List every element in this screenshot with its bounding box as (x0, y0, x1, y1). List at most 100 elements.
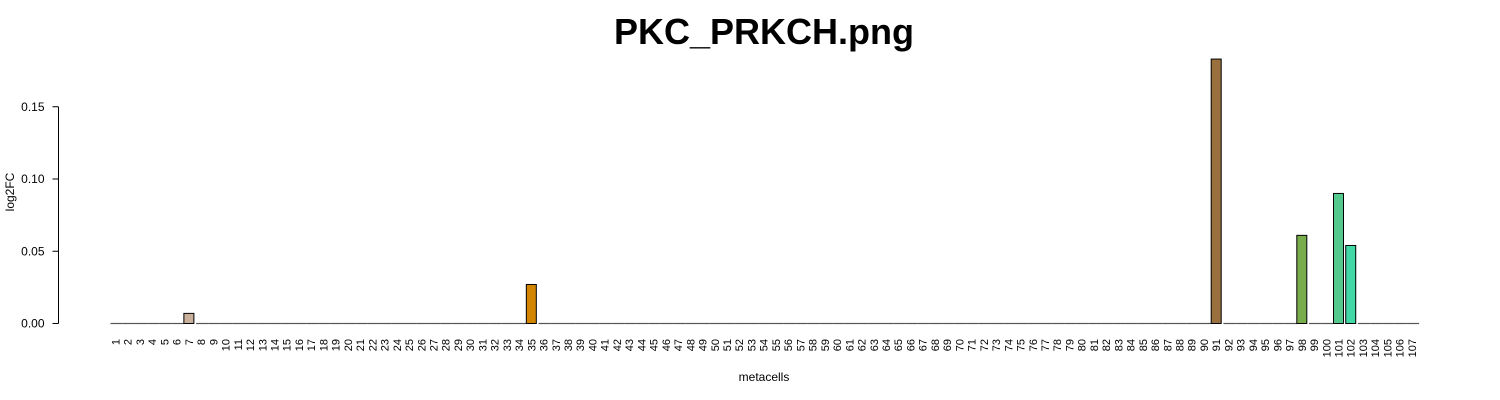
x-tick-label: 27 (428, 339, 440, 351)
x-tick-label: 41 (600, 339, 612, 351)
x-tick-label: 104 (1370, 339, 1382, 357)
x-tick-label: 44 (636, 339, 648, 351)
x-tick-label: 67 (918, 339, 930, 351)
x-tick-label: 73 (991, 339, 1003, 351)
x-tick-label: 36 (539, 339, 551, 351)
x-tick-label: 31 (477, 339, 489, 351)
x-tick-label: 64 (881, 339, 893, 351)
y-tick-label: 0.05 (21, 244, 45, 258)
x-tick-label: 21 (355, 339, 367, 351)
x-tick-label: 69 (942, 339, 954, 351)
bars (110, 58, 1420, 325)
x-tick-label: 2 (123, 339, 135, 345)
x-tick-label: 22 (367, 339, 379, 351)
x-tick-label: 8 (196, 339, 208, 345)
x-tick-label: 18 (318, 339, 330, 351)
x-tick-label: 106 (1395, 339, 1407, 357)
x-tick-label: 6 (172, 339, 184, 345)
x-tick-label: 45 (649, 339, 661, 351)
x-tick-label: 102 (1346, 339, 1358, 357)
x-tick-label: 3 (135, 339, 147, 345)
x-tick-label: 65 (893, 339, 905, 351)
x-tick-label: 68 (930, 339, 942, 351)
x-tick-label: 17 (306, 339, 318, 351)
x-tick-label: 23 (380, 339, 392, 351)
x-tick-label: 33 (502, 339, 514, 351)
x-tick-label: 59 (820, 339, 832, 351)
x-tick-label: 48 (685, 339, 697, 351)
x-tick-label: 89 (1187, 339, 1199, 351)
x-tick-label: 15 (282, 339, 294, 351)
x-tick-label: 74 (1003, 339, 1015, 351)
x-tick-label: 55 (771, 339, 783, 351)
x-tick-label: 95 (1260, 339, 1272, 351)
x-tick-label: 56 (783, 339, 795, 351)
x-tick-label: 20 (343, 339, 355, 351)
x-tick-label: 79 (1064, 339, 1076, 351)
x-tick-label: 26 (416, 339, 428, 351)
x-tick-label: 97 (1285, 339, 1297, 351)
x-tick-label: 47 (673, 339, 685, 351)
x-tick-label: 90 (1199, 339, 1211, 351)
x-tick-label: 42 (612, 339, 624, 351)
x-tick-label: 72 (979, 339, 991, 351)
bar (1333, 192, 1344, 324)
x-tick-label: 25 (404, 339, 416, 351)
x-tick-label: 101 (1334, 339, 1346, 357)
x-tick-label: 37 (551, 339, 563, 351)
x-tick-label: 71 (967, 339, 979, 351)
x-tick-label: 5 (159, 339, 171, 345)
x-tick-label: 53 (746, 339, 758, 351)
x-tick-label: 61 (844, 339, 856, 351)
x-tick-label: 38 (563, 339, 575, 351)
bar (525, 283, 537, 324)
x-tick-label: 98 (1297, 339, 1309, 351)
x-tick-label: 107 (1407, 339, 1419, 357)
x-tick-label: 58 (808, 339, 820, 351)
x-tick-label: 12 (245, 339, 257, 351)
x-tick-label: 30 (465, 339, 477, 351)
x-tick-label: 28 (441, 339, 453, 351)
x-tick-label: 9 (208, 339, 220, 345)
x-tick-label: 7 (184, 339, 196, 345)
x-tick-label: 32 (490, 339, 502, 351)
x-tick-label: 105 (1382, 339, 1394, 357)
x-tick-label: 77 (1040, 339, 1052, 351)
y-tick-label: 0.00 (21, 317, 45, 331)
x-tick-label: 63 (869, 339, 881, 351)
bar (1296, 234, 1308, 324)
x-tick-label: 19 (331, 339, 343, 351)
y-axis: 0.00 0.05 0.10 0.15 (21, 100, 59, 331)
x-tick-label: 96 (1272, 339, 1284, 351)
chart-title: PKC_PRKCH.png (614, 11, 914, 52)
x-tick-label: 34 (514, 339, 526, 351)
x-tick-label: 60 (832, 339, 844, 351)
x-tick-label: 13 (257, 339, 269, 351)
x-tick-label: 103 (1358, 339, 1370, 357)
x-tick-label: 39 (575, 339, 587, 351)
x-tick-label: 43 (624, 339, 636, 351)
x-tick-label: 85 (1138, 339, 1150, 351)
x-tick-label: 10 (221, 339, 233, 351)
x-tick-label: 82 (1101, 339, 1113, 351)
x-tick-label: 99 (1309, 339, 1321, 351)
x-tick-label: 46 (661, 339, 673, 351)
x-tick-label: 81 (1089, 339, 1101, 351)
x-tick-label: 51 (722, 339, 734, 351)
x-tick-label: 83 (1113, 339, 1125, 351)
x-tick-label: 93 (1236, 339, 1248, 351)
x-tick-label: 40 (587, 339, 599, 351)
x-tick-label: 87 (1162, 339, 1174, 351)
bar (1345, 244, 1357, 324)
x-tick-label: 50 (710, 339, 722, 351)
x-tick-label: 11 (233, 339, 245, 350)
x-tick-label: 49 (698, 339, 710, 351)
x-tick-label: 76 (1028, 339, 1040, 351)
x-tick-label: 1 (111, 339, 123, 345)
x-tick-label: 100 (1321, 339, 1333, 357)
y-tick-label: 0.10 (21, 172, 45, 186)
x-tick-label: 92 (1223, 339, 1235, 351)
x-tick-label: 86 (1150, 339, 1162, 351)
bar (1210, 58, 1222, 324)
